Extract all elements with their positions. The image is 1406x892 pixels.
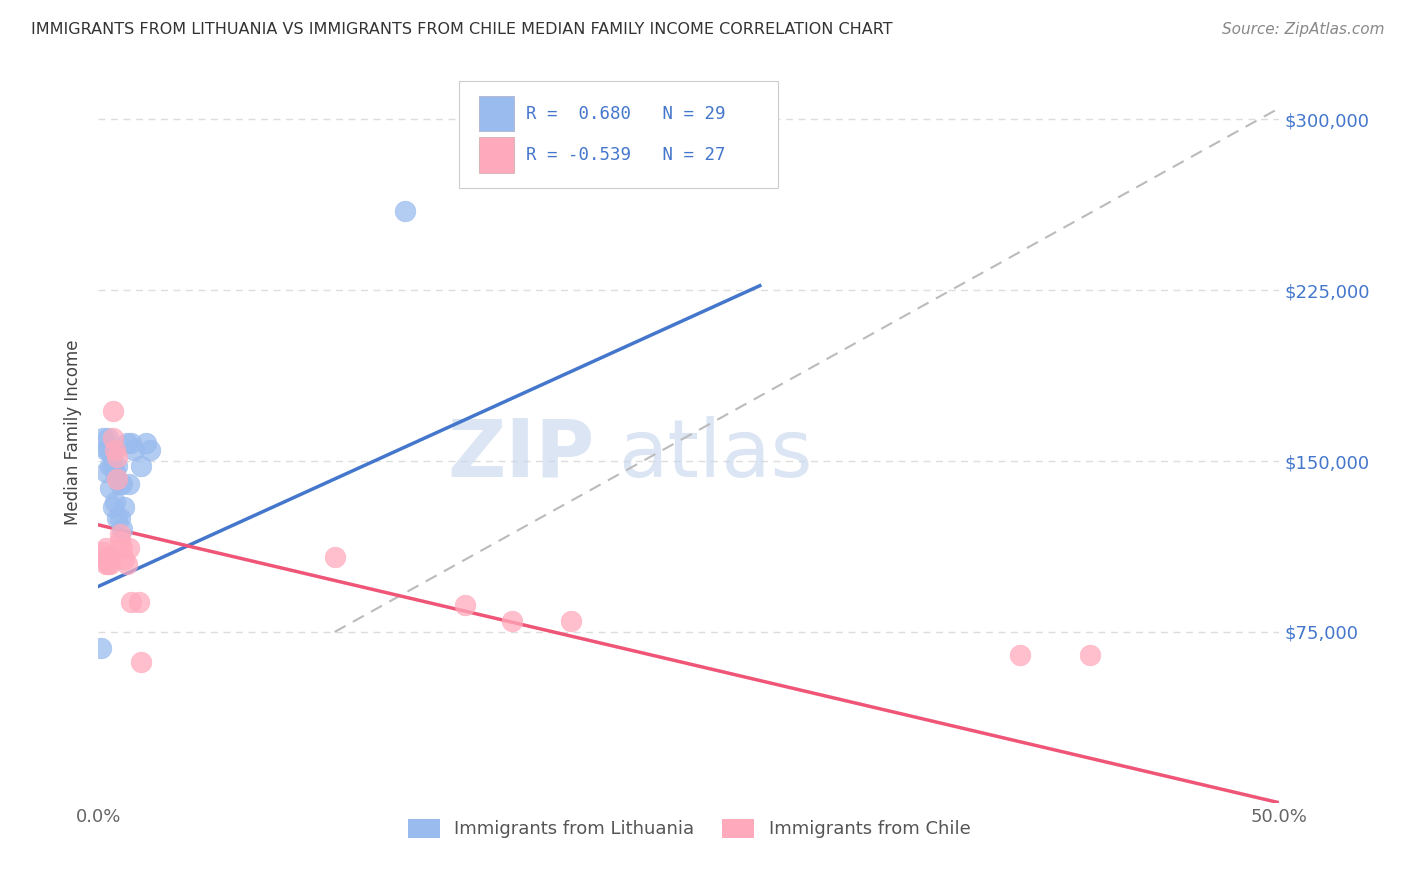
FancyBboxPatch shape <box>478 137 515 173</box>
Point <box>98 442 121 457</box>
Point <box>111 476 134 491</box>
Point <box>98 557 121 571</box>
Point <box>97 431 120 445</box>
Point <box>98 482 121 496</box>
Text: R =  0.680   N = 29: R = 0.680 N = 29 <box>526 104 725 122</box>
Point <box>108 511 131 525</box>
Point <box>101 500 124 514</box>
Point <box>105 511 128 525</box>
Text: ZIP: ZIP <box>447 416 595 494</box>
Point <box>115 435 138 450</box>
Point <box>104 442 127 457</box>
Point <box>101 404 124 418</box>
Point <box>98 458 121 473</box>
Point <box>91 431 114 445</box>
Point <box>129 655 152 669</box>
Point <box>90 640 112 655</box>
Point <box>97 549 120 564</box>
Point <box>135 435 157 450</box>
Legend: Immigrants from Lithuania, Immigrants from Chile: Immigrants from Lithuania, Immigrants fr… <box>401 812 977 846</box>
Point <box>111 523 134 537</box>
FancyBboxPatch shape <box>478 95 515 131</box>
Point <box>129 458 152 473</box>
Point <box>323 549 346 564</box>
Point <box>118 476 141 491</box>
Text: IMMIGRANTS FROM LITHUANIA VS IMMIGRANTS FROM CHILE MEDIAN FAMILY INCOME CORRELAT: IMMIGRANTS FROM LITHUANIA VS IMMIGRANTS … <box>31 22 893 37</box>
Point <box>108 527 131 541</box>
Point <box>111 541 134 555</box>
Point <box>104 466 127 480</box>
Point <box>105 458 128 473</box>
Point <box>501 614 523 628</box>
Point <box>94 541 117 555</box>
Text: R = -0.539   N = 27: R = -0.539 N = 27 <box>526 146 725 164</box>
Point <box>105 450 128 464</box>
Point <box>121 595 143 609</box>
Point <box>105 472 128 486</box>
Point <box>97 442 120 457</box>
Point <box>118 541 141 555</box>
Point <box>97 557 120 571</box>
Point <box>101 442 124 457</box>
Point <box>121 435 143 450</box>
Point <box>94 557 117 571</box>
Point <box>94 466 117 480</box>
FancyBboxPatch shape <box>458 81 778 188</box>
Point <box>108 476 131 491</box>
Point <box>101 458 124 473</box>
Point <box>91 545 114 559</box>
Point <box>139 442 162 457</box>
Point <box>94 442 117 457</box>
Point <box>453 598 475 612</box>
Point <box>108 533 131 548</box>
Point <box>112 500 135 514</box>
Y-axis label: Median Family Income: Median Family Income <box>65 340 83 525</box>
Point <box>394 203 416 218</box>
Point <box>128 595 150 609</box>
Point <box>1008 648 1031 662</box>
Point <box>115 557 138 571</box>
Point <box>101 431 124 445</box>
Point <box>1080 648 1102 662</box>
Text: atlas: atlas <box>619 416 813 494</box>
Point <box>122 442 145 457</box>
Point <box>560 614 582 628</box>
Point <box>112 552 135 566</box>
Point <box>104 495 127 509</box>
Text: Source: ZipAtlas.com: Source: ZipAtlas.com <box>1222 22 1385 37</box>
Point <box>98 549 121 564</box>
